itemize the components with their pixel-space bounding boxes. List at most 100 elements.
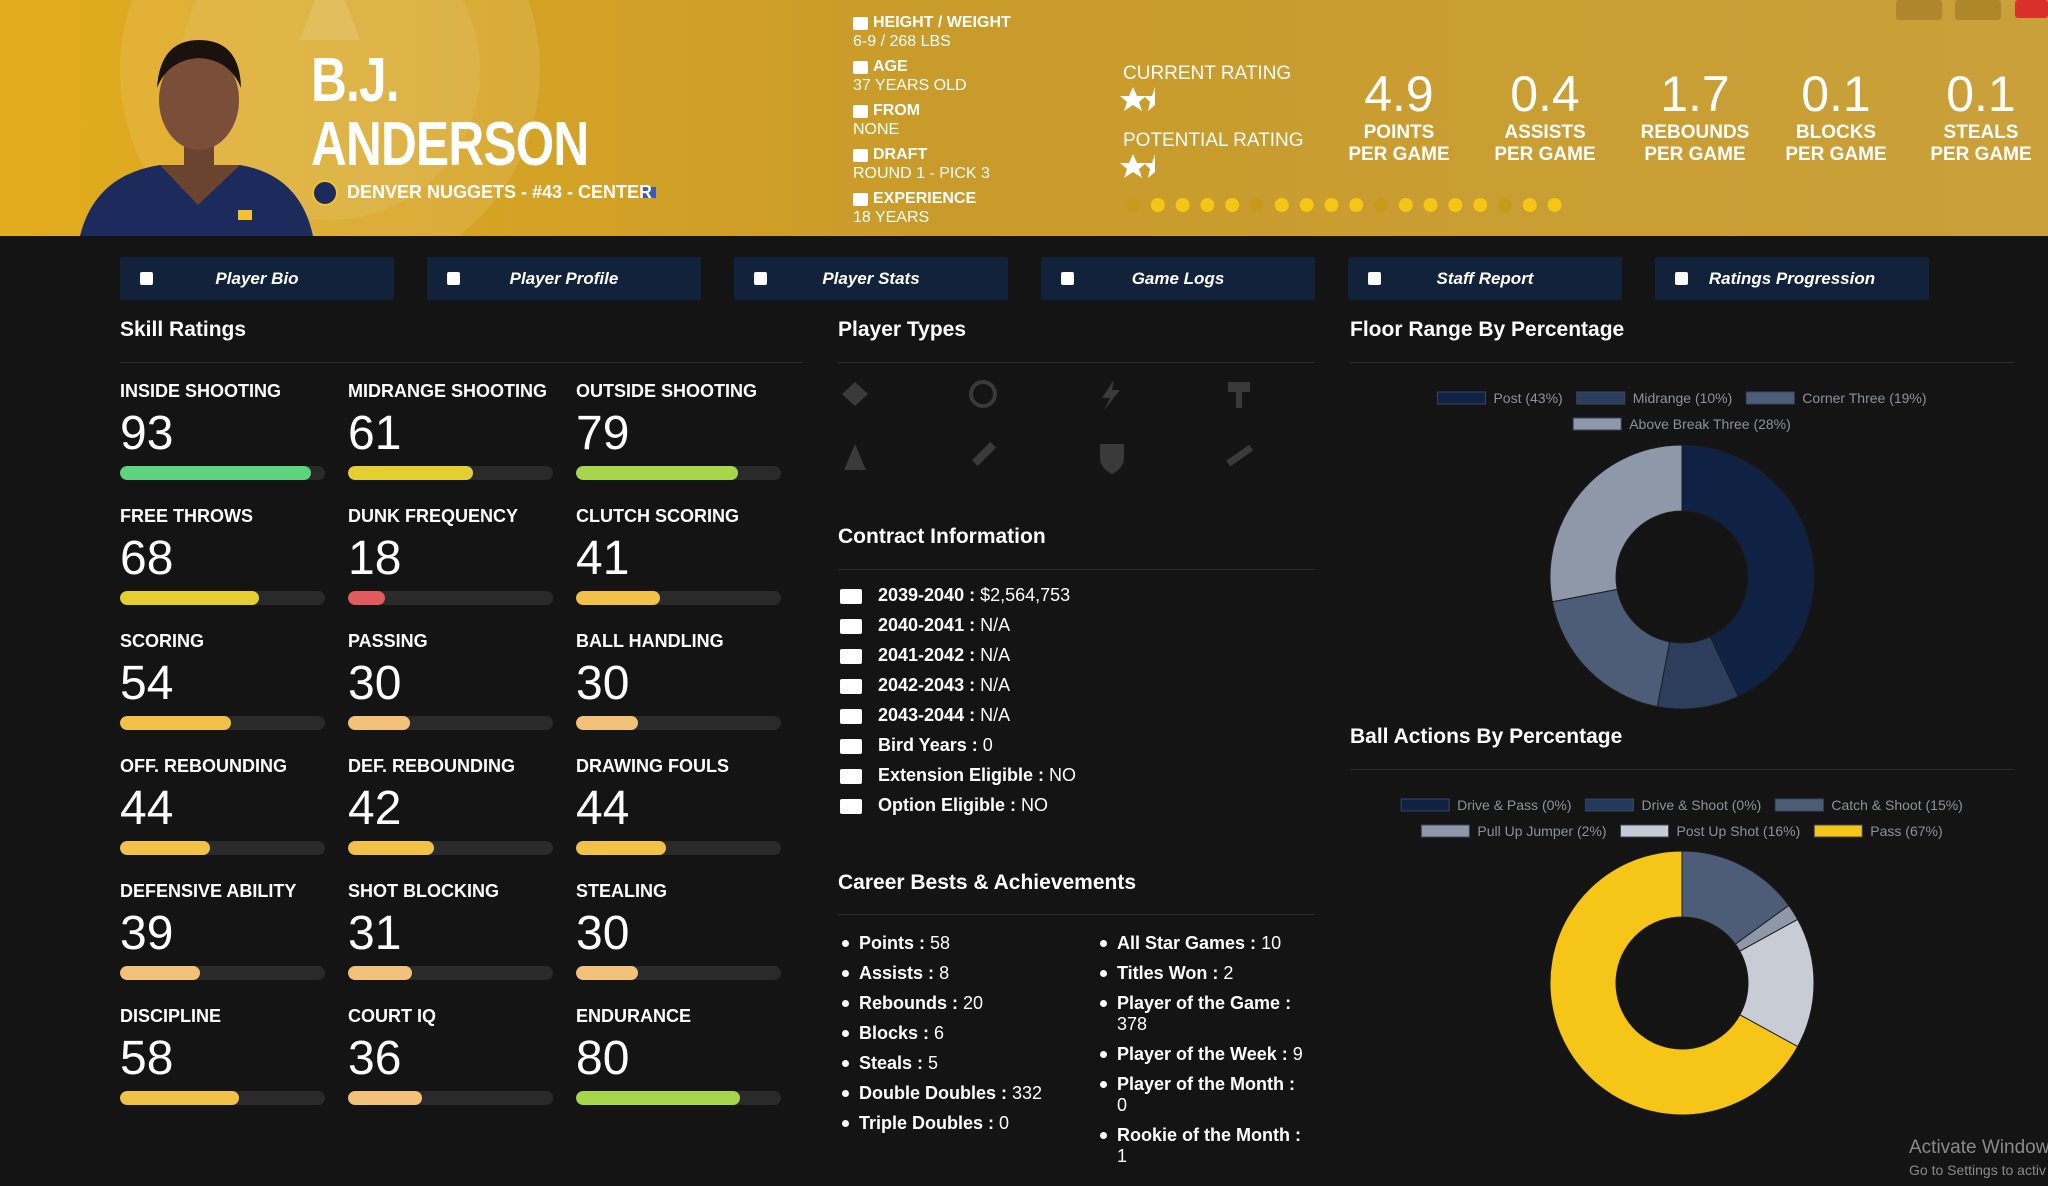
contract-label: 2039-2040 : <box>878 585 976 605</box>
tab-icon <box>1061 272 1074 285</box>
divider <box>838 362 1315 363</box>
skill-track <box>576 1091 781 1105</box>
bullet <box>1100 1000 1107 1007</box>
bio-icon <box>853 193 868 206</box>
bullet <box>842 970 849 977</box>
tab-icon <box>447 272 460 285</box>
skill-label: DRAWING FOULS <box>576 756 729 776</box>
legend-row: Above Break Three (28%) <box>1572 416 1791 432</box>
contract-item: Bird Years : 0 <box>878 735 993 756</box>
skill-label: DUNK FREQUENCY <box>348 506 519 526</box>
skill-bar <box>576 591 661 605</box>
section-title: Ball Actions By Percentage <box>1350 725 1623 748</box>
achievement-icon <box>1448 198 1463 212</box>
legend-label: Pass (67%) <box>1870 823 1942 839</box>
contract-value: NO <box>1049 765 1077 785</box>
stat-label: BLOCKS <box>1795 122 1877 143</box>
career-value: 9 <box>1292 1044 1303 1064</box>
tab-label: Player Profile <box>509 268 619 288</box>
skill-label: SHOT BLOCKING <box>348 881 499 901</box>
skill-label: INSIDE SHOOTING <box>120 381 282 401</box>
skill-bar <box>348 591 385 605</box>
section-title: Player Types <box>838 318 967 341</box>
skill-value: 30 <box>576 657 630 710</box>
stat: 0.4 ASSISTS PER GAME <box>1465 66 1625 166</box>
career-label: Points : <box>859 933 925 953</box>
achievement-icon <box>1200 198 1215 212</box>
legend-label: Post (43%) <box>1493 390 1562 406</box>
skill-label: MIDRANGE SHOOTING <box>348 381 548 401</box>
skill-track <box>576 966 781 980</box>
donut-segment <box>1681 444 1815 698</box>
contract-item: 2039-2040 : $2,564,753 <box>878 585 1070 606</box>
contract-icon <box>840 619 862 634</box>
skill-track <box>348 466 553 480</box>
divider <box>838 914 1315 915</box>
section-title: Contract Information <box>838 525 1046 548</box>
career-label: Rebounds : <box>859 993 958 1013</box>
achievement-icon <box>1175 198 1190 212</box>
skill-label: ENDURANCE <box>576 1006 692 1026</box>
stat-label: PER GAME <box>1644 144 1746 165</box>
career-value: 8 <box>939 963 950 983</box>
legend-swatch <box>1436 391 1486 405</box>
skill-track <box>120 716 325 730</box>
legend-swatch <box>1420 824 1470 838</box>
career-item: Titles Won : 2 <box>1100 963 1310 984</box>
donut-charts: Post (43%) Midrange (10%) Corner Three (19… <box>1400 390 1963 1116</box>
bio-label: AGE <box>873 58 908 75</box>
bio-label: HEIGHT / WEIGHT <box>873 14 1011 31</box>
skill-value: 54 <box>120 657 174 710</box>
skill-value: 18 <box>348 532 402 585</box>
bio-value: 37 YEARS OLD <box>853 77 967 94</box>
tab-icon <box>1368 272 1381 285</box>
skill-value: 39 <box>120 907 174 960</box>
current-rating: CURRENT RATING <box>1123 63 1292 84</box>
bio-icon <box>853 105 868 118</box>
nav-tab[interactable]: Staff Report <box>1348 257 1622 300</box>
achievement-icon <box>1398 198 1413 212</box>
skill-bar <box>348 716 410 730</box>
skill-label: STEALING <box>576 881 668 901</box>
career-item: Points : 58 <box>842 933 1082 954</box>
legend-swatch <box>1400 798 1450 812</box>
donut-segment <box>1551 588 1671 708</box>
skill-label: DEF. REBOUNDING <box>348 756 516 776</box>
bio-label: DRAFT <box>873 146 928 163</box>
tab-label: Player Stats <box>822 268 920 288</box>
skill-value: 30 <box>576 907 630 960</box>
nav-tab[interactable]: Game Logs <box>1041 257 1315 300</box>
skill-bar <box>348 966 412 980</box>
career-label: Player of the Week : <box>1117 1044 1288 1064</box>
first-name: B.J. <box>311 46 400 115</box>
skill-label: COURT IQ <box>348 1006 436 1026</box>
stat-label: ASSISTS <box>1504 122 1586 143</box>
nav-tab[interactable]: Ratings Progression <box>1655 257 1929 300</box>
nav-tab[interactable]: Player Profile <box>427 257 701 300</box>
last-name: ANDERSON <box>311 110 589 179</box>
skill-bar <box>120 841 211 855</box>
contract-label: 2040-2041 : <box>878 615 976 635</box>
bullet <box>842 1060 849 1067</box>
stat: 4.9 POINTS PER GAME <box>1319 66 1479 166</box>
contract-label: Bird Years : <box>878 735 978 755</box>
contract-value: N/A <box>980 615 1011 635</box>
tab-icon <box>1675 272 1688 285</box>
career-item: Steals : 5 <box>842 1053 1082 1074</box>
nav-tab[interactable]: Player Stats <box>734 257 1008 300</box>
career-label: Steals : <box>859 1053 924 1073</box>
legend-label: Catch & Shoot (15%) <box>1831 797 1963 813</box>
skill-value: 80 <box>576 1032 630 1085</box>
career-item: Rookie of the Month : 1 <box>1100 1125 1310 1167</box>
career-label: Player of the Game : <box>1117 993 1292 1013</box>
career-value: 2 <box>1223 963 1234 983</box>
skill-track <box>120 966 325 980</box>
legend-swatch <box>1745 391 1795 405</box>
bio-value: NONE <box>853 121 900 138</box>
bullet <box>842 1000 849 1007</box>
career-value: 20 <box>963 993 984 1013</box>
career-item: Blocks : 6 <box>842 1023 1082 1044</box>
legend-row: Drive & Pass (0%) Drive & Shoot (0%) Catch… <box>1400 797 1963 813</box>
skill-bar <box>120 966 200 980</box>
nav-tab[interactable]: Player Bio <box>120 257 394 300</box>
